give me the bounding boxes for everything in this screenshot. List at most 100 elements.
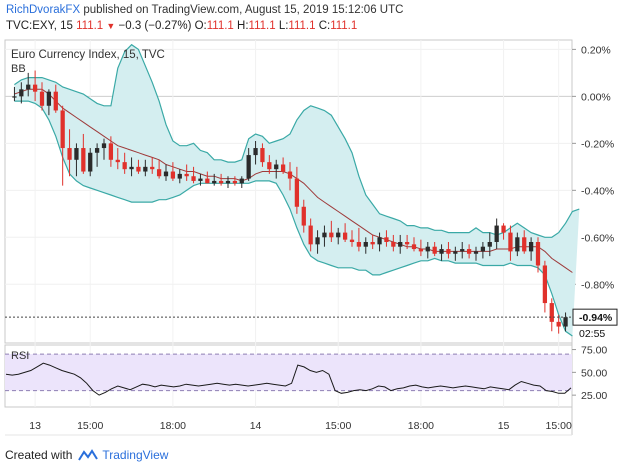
bb-indicator-label: BB xyxy=(11,63,26,75)
candle-body xyxy=(432,246,437,254)
candle-body xyxy=(528,242,534,252)
symbol-info: TVC:EXY, 15 111.1 ▼ −0.3 (−0.27%) O:111.… xyxy=(6,20,357,32)
author-link[interactable]: RichDvorakFX xyxy=(6,4,81,16)
candle-body xyxy=(12,96,17,98)
candle-body xyxy=(156,169,162,177)
candle-body xyxy=(363,242,368,247)
candle-body xyxy=(177,173,182,179)
tradingview-logo-icon xyxy=(78,449,99,461)
candle-body xyxy=(225,180,231,184)
close-value: 111.1 xyxy=(330,20,358,32)
open-value: 111.1 xyxy=(206,20,234,32)
candle-body xyxy=(453,251,458,254)
candle-body xyxy=(115,159,120,163)
bollinger-middle-line xyxy=(14,88,573,273)
candle-body xyxy=(246,155,251,179)
down-triangle-icon: ▼ xyxy=(106,21,116,31)
candle-body xyxy=(301,206,306,226)
tradingview-brand[interactable]: TradingView xyxy=(102,448,169,462)
candle-body xyxy=(294,178,300,207)
candle-body xyxy=(329,232,334,238)
candle-body xyxy=(74,148,79,160)
rsi-tick-label: 75.00 xyxy=(581,345,607,357)
open-label: O: xyxy=(194,20,207,32)
time-tick-label: 15:00 xyxy=(325,420,351,432)
candle-body xyxy=(274,164,279,170)
candle-body xyxy=(191,176,196,181)
candle-body xyxy=(280,164,286,172)
candle-body xyxy=(198,178,203,181)
close-label: C: xyxy=(318,20,331,32)
candle-body xyxy=(322,232,327,238)
price-tick-label: -0.80% xyxy=(581,279,614,291)
candle-body xyxy=(287,171,293,179)
time-tick-label: 13 xyxy=(29,420,41,432)
candle-body xyxy=(184,173,189,177)
candle-body xyxy=(212,180,217,184)
candle-body xyxy=(260,148,265,163)
time-tick-label: 14 xyxy=(250,420,262,432)
candle-body xyxy=(218,180,224,184)
candle-body xyxy=(425,246,430,252)
candle-body xyxy=(342,232,348,240)
candle-body xyxy=(53,91,58,111)
candle-body xyxy=(480,246,486,252)
candle-body xyxy=(108,143,114,160)
candle-body xyxy=(466,249,472,254)
time-tick-label: 15:00 xyxy=(77,420,103,432)
publish-text: published on TradingView.com, August 15,… xyxy=(83,4,404,16)
candle-body xyxy=(94,148,100,153)
candle-body xyxy=(150,166,155,170)
rsi-tick-label: 50.00 xyxy=(581,367,607,379)
candle-body xyxy=(542,265,548,304)
chart-title: Euro Currency Index, 15, TVC xyxy=(11,49,165,61)
candle-body xyxy=(60,110,65,149)
high-label: H: xyxy=(237,20,249,32)
candle-body xyxy=(163,171,169,177)
candle-body xyxy=(501,225,506,233)
candle-body xyxy=(336,232,341,238)
price-tick-label: -0.40% xyxy=(581,185,614,197)
bollinger-upper-line xyxy=(14,43,580,238)
rsi-tick-label: 25.00 xyxy=(581,390,607,402)
candle-body xyxy=(356,242,362,247)
candle-body xyxy=(26,84,31,90)
rsi-title: RSI xyxy=(11,350,29,362)
last-price-box xyxy=(572,308,618,326)
candle-body xyxy=(232,180,238,184)
price-tick-label: -0.20% xyxy=(581,138,614,150)
rsi-line xyxy=(5,362,572,396)
candle-body xyxy=(384,237,389,242)
last-price: 111.1 xyxy=(76,20,104,32)
candle-body xyxy=(439,249,444,254)
candle-body xyxy=(129,166,134,170)
countdown-box xyxy=(573,326,609,342)
candle-body xyxy=(563,317,568,327)
last-price-label: -0.94% xyxy=(579,312,613,324)
candle-body xyxy=(473,251,479,254)
candle-body xyxy=(522,237,527,252)
footer: Created with TradingView xyxy=(5,448,168,462)
candle-body xyxy=(122,162,127,170)
candle-body xyxy=(308,225,313,245)
candle-body xyxy=(253,148,258,156)
candle-body xyxy=(377,237,382,245)
candle-body xyxy=(549,303,554,322)
bollinger-lower-line xyxy=(14,100,573,337)
created-with-text: Created with xyxy=(5,448,73,462)
candle-body xyxy=(391,242,396,247)
candle-body xyxy=(404,242,410,245)
symbol-label: TVC:EXY, 15 xyxy=(6,20,73,32)
price-tick-label: 0.20% xyxy=(581,44,611,56)
candle-body xyxy=(370,242,375,245)
candle-body xyxy=(81,148,86,172)
time-tick-label: 18:00 xyxy=(408,420,434,432)
price-tick-label: -0.60% xyxy=(581,232,614,244)
candle-body xyxy=(446,249,451,254)
candle-body xyxy=(32,84,38,92)
candle-body xyxy=(508,232,513,252)
candle-body xyxy=(535,242,541,266)
candle-body xyxy=(487,242,492,247)
candle-body xyxy=(205,178,210,184)
